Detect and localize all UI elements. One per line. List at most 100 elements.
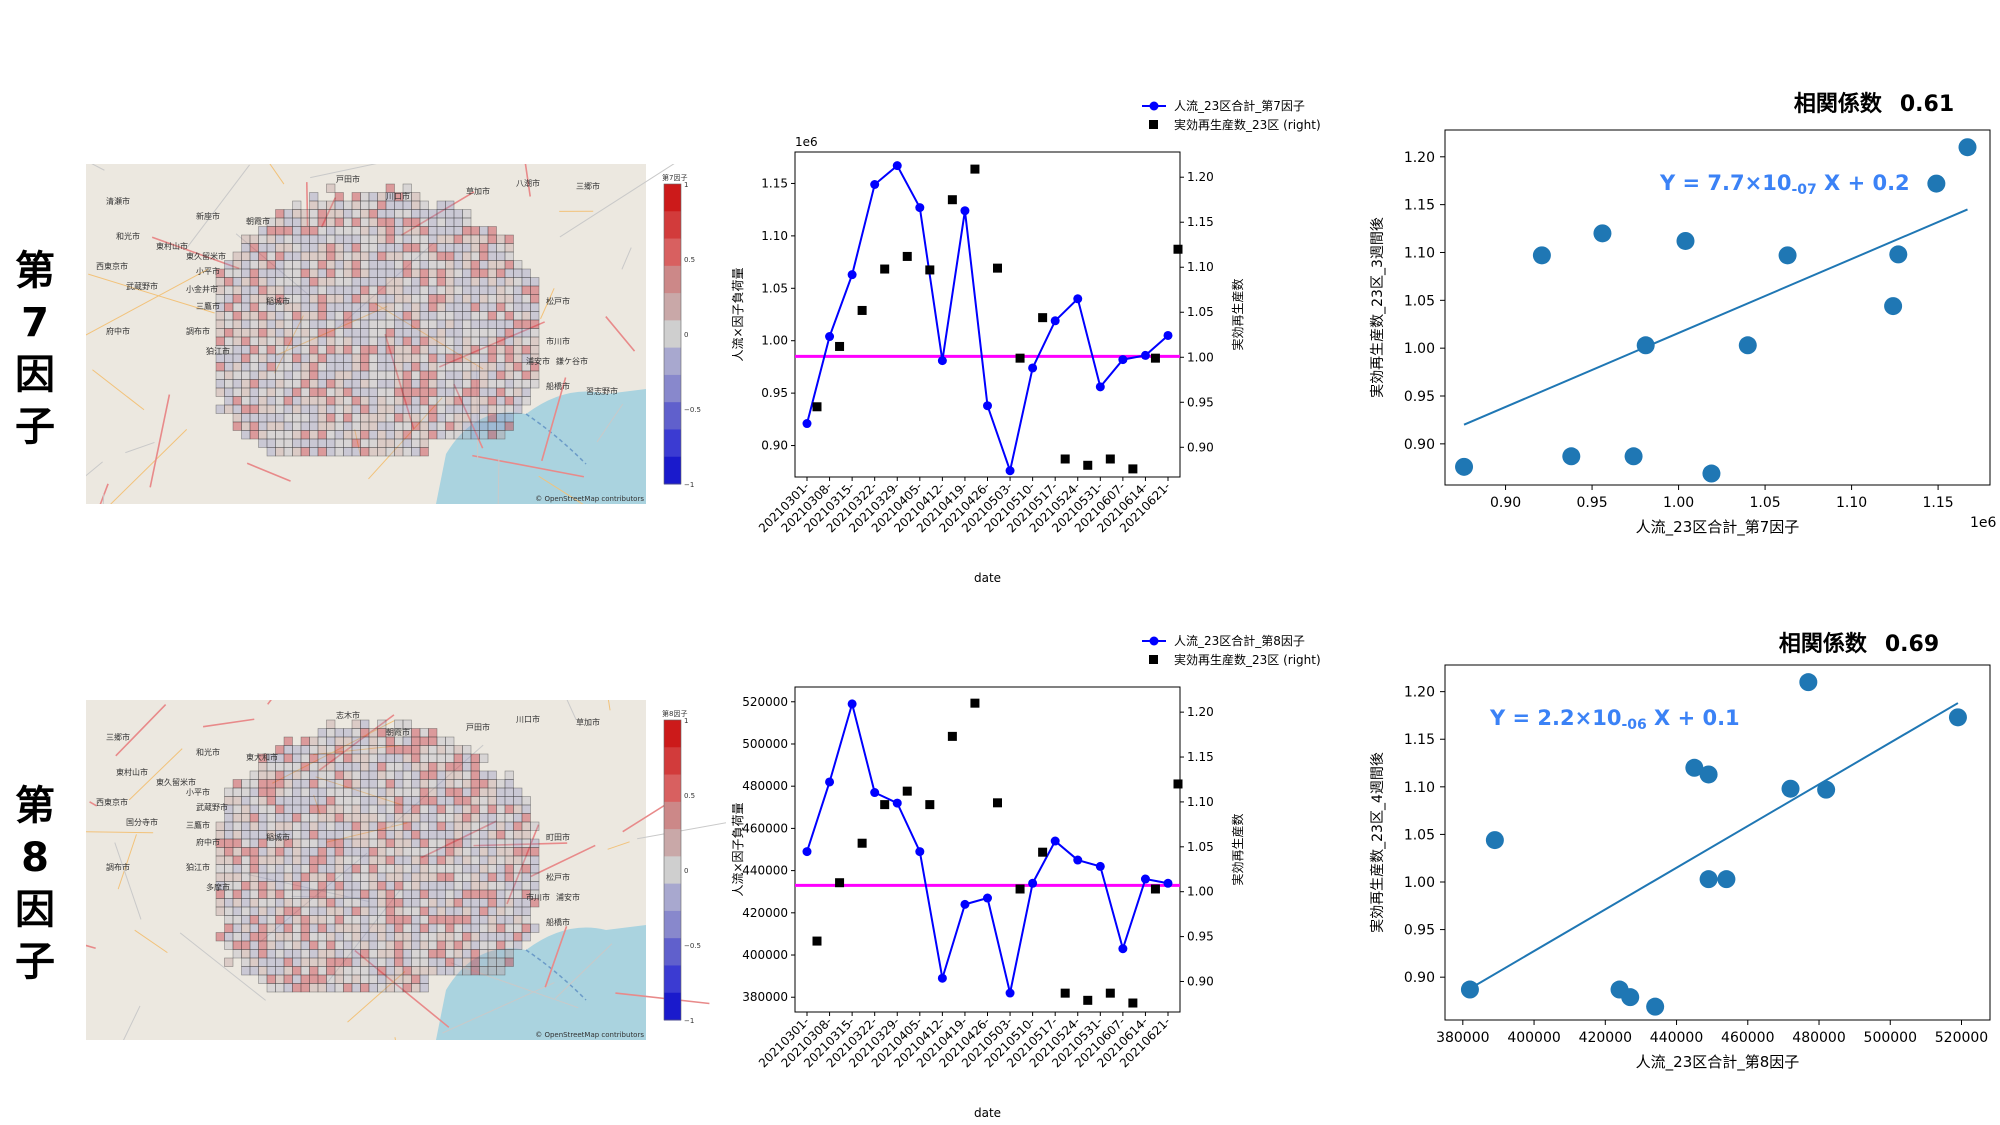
grid-cell bbox=[479, 864, 489, 874]
grid-cell bbox=[275, 813, 285, 823]
grid-cell bbox=[249, 855, 259, 865]
grid-cell bbox=[292, 915, 302, 925]
grid-cell bbox=[300, 949, 310, 959]
grid-cell bbox=[428, 736, 438, 746]
grid-cell bbox=[351, 949, 361, 959]
grid-cell bbox=[326, 404, 336, 414]
road bbox=[115, 703, 167, 757]
grid-cell bbox=[436, 209, 446, 219]
colorbar-segment bbox=[664, 238, 681, 267]
grid-cell bbox=[394, 889, 404, 899]
grid-cell bbox=[487, 396, 497, 406]
grid-cell bbox=[266, 404, 276, 414]
grid-cell bbox=[326, 906, 336, 916]
grid-cell bbox=[445, 940, 455, 950]
grid-cell bbox=[521, 923, 531, 933]
grid-cell bbox=[266, 974, 276, 984]
place-label: 草加市 bbox=[466, 186, 490, 196]
grid-cell bbox=[419, 404, 429, 414]
mobility-point bbox=[870, 788, 880, 798]
grid-cell bbox=[496, 898, 506, 908]
grid-cell bbox=[351, 838, 361, 848]
place-label: 市川市 bbox=[546, 336, 570, 346]
grid-cell bbox=[385, 940, 395, 950]
grid-cell bbox=[258, 915, 268, 925]
offset-label: 1e6 bbox=[1970, 515, 1997, 531]
grid-cell bbox=[351, 260, 361, 270]
grid-cell bbox=[428, 362, 438, 372]
grid-cell bbox=[530, 379, 540, 389]
grid-cell bbox=[249, 277, 259, 287]
grid-cell bbox=[487, 311, 497, 321]
rt-point bbox=[902, 251, 912, 261]
grid-cell bbox=[385, 898, 395, 908]
colorbar-segment bbox=[664, 910, 681, 939]
mobility-point bbox=[1163, 878, 1173, 888]
grid-cell bbox=[530, 864, 540, 874]
mobility-point bbox=[1073, 294, 1083, 304]
grid-cell bbox=[377, 209, 387, 219]
grid-cell bbox=[249, 864, 259, 874]
grid-cell bbox=[300, 915, 310, 925]
grid-cell bbox=[487, 260, 497, 270]
grid-cell bbox=[402, 345, 412, 355]
grid-cell bbox=[266, 362, 276, 372]
grid-cell bbox=[521, 268, 531, 278]
grid-cell bbox=[377, 200, 387, 210]
grid-cell bbox=[385, 430, 395, 440]
place-label: 新座市 bbox=[196, 211, 220, 221]
grid-cell bbox=[343, 387, 353, 397]
grid-cell bbox=[504, 268, 514, 278]
grid-cell bbox=[309, 277, 319, 287]
grid-cell bbox=[351, 192, 361, 202]
grid-cell bbox=[360, 821, 370, 831]
grid-cell bbox=[334, 847, 344, 857]
grid-cell bbox=[283, 268, 293, 278]
grid-cell bbox=[360, 753, 370, 763]
road bbox=[607, 841, 630, 850]
grid-cell bbox=[377, 821, 387, 831]
grid-cell bbox=[300, 779, 310, 789]
grid-cell bbox=[428, 753, 438, 763]
grid-cell bbox=[360, 268, 370, 278]
grid-cell bbox=[300, 353, 310, 363]
grid-cell bbox=[504, 847, 514, 857]
grid-cell bbox=[402, 209, 412, 219]
grid-cell bbox=[368, 362, 378, 372]
grid-cell bbox=[377, 932, 387, 942]
grid-cell bbox=[368, 328, 378, 338]
road bbox=[453, 383, 484, 449]
grid-cell bbox=[317, 728, 327, 738]
road bbox=[149, 394, 171, 488]
grid-cell bbox=[300, 387, 310, 397]
grid-cell bbox=[351, 881, 361, 891]
colorbar-title: 第7因子 bbox=[662, 173, 687, 182]
x-tick-label: 1.15 bbox=[1923, 495, 1954, 511]
grid-cell bbox=[470, 949, 480, 959]
grid-cell bbox=[453, 804, 463, 814]
grid-cell bbox=[419, 379, 429, 389]
grid-cell bbox=[258, 872, 268, 882]
grid-cell bbox=[317, 770, 327, 780]
grid-cell bbox=[487, 268, 497, 278]
grid-cell bbox=[258, 243, 268, 253]
grid-cell bbox=[411, 889, 421, 899]
grid-cell bbox=[224, 379, 234, 389]
grid-cell bbox=[377, 336, 387, 346]
grid-cell bbox=[300, 770, 310, 780]
grid-cell bbox=[368, 404, 378, 414]
grid-cell bbox=[377, 217, 387, 227]
grid-cell bbox=[241, 949, 251, 959]
grid-cell bbox=[462, 430, 472, 440]
legend-square-swatch bbox=[1149, 120, 1158, 129]
grid-cell bbox=[292, 413, 302, 423]
grid-cell bbox=[343, 847, 353, 857]
grid-cell bbox=[462, 319, 472, 329]
grid-cell bbox=[377, 872, 387, 882]
grid-cell bbox=[360, 762, 370, 772]
road bbox=[544, 926, 568, 988]
grid-cell bbox=[326, 200, 336, 210]
grid-cell bbox=[275, 268, 285, 278]
colorbar-segment bbox=[664, 774, 681, 803]
grid-cell bbox=[436, 872, 446, 882]
